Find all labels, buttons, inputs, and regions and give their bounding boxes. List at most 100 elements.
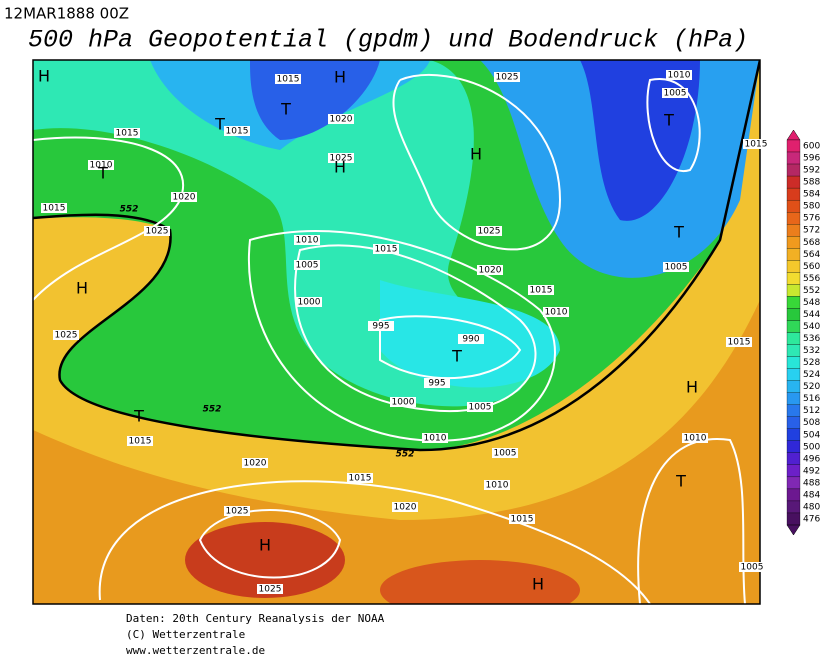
colorbar-swatch xyxy=(786,416,801,429)
colorbar-label: 520 xyxy=(803,382,820,392)
colorbar-label: 540 xyxy=(803,322,820,332)
isobar-label: 1005 xyxy=(741,563,764,573)
date: 12MAR1888 00Z xyxy=(4,5,129,23)
colorbar-swatch xyxy=(786,284,801,297)
contour-label: 552 xyxy=(396,450,415,460)
colorbar-label: 504 xyxy=(803,430,820,440)
pressure-center: H xyxy=(470,145,482,164)
isobar-label-bg xyxy=(492,448,518,458)
pressure-center: H xyxy=(334,68,346,87)
isobar-label: 1020 xyxy=(479,266,502,276)
colorbar-label: 576 xyxy=(803,214,820,224)
isobar-label: 1005 xyxy=(665,263,688,273)
isobar-label: 990 xyxy=(462,335,479,345)
isobar-label: 1015 xyxy=(530,286,553,296)
colorbar-swatch xyxy=(786,212,801,225)
colorbar: 600 596 592 588 584 580 576 572 568 564 560 556 552 5… xyxy=(786,129,820,536)
colorbar-swatch xyxy=(786,260,801,273)
isobar-label-bg xyxy=(368,321,394,331)
isobar-label-bg xyxy=(726,337,752,347)
colorbar-label: 524 xyxy=(803,370,820,380)
colorbar-swatch xyxy=(786,308,801,321)
isobar-label-bg xyxy=(41,203,67,213)
footer-line: www.wetterzentrale.de xyxy=(126,644,265,657)
isobar-label: 1025 xyxy=(478,227,501,237)
isobar-label: 1010 xyxy=(424,434,447,444)
colorbar-swatch xyxy=(786,476,801,490)
pressure-center: H xyxy=(76,279,88,298)
isobar-label-bg xyxy=(224,126,250,136)
isobar-label-bg xyxy=(144,226,170,236)
colorbar-swatch xyxy=(786,151,801,165)
colorbar-label: 556 xyxy=(803,274,820,284)
map-frame xyxy=(32,59,761,605)
isobar-label: 1020 xyxy=(173,193,196,203)
isobar-label-bg xyxy=(53,330,79,340)
colorbar-swatch xyxy=(786,440,801,453)
colorbar-label: 564 xyxy=(803,250,820,260)
pressure-center: T xyxy=(280,100,291,119)
isobar-label: 1010 xyxy=(486,481,509,491)
isobar-label: 1025 xyxy=(55,331,78,341)
colorbar-swatch xyxy=(786,187,801,201)
pressure-center: H xyxy=(334,158,346,177)
isobar-label: 1020 xyxy=(330,115,353,125)
isobar-label: 1005 xyxy=(664,89,687,99)
footer-line: (C) Wetterzentrale xyxy=(126,628,245,641)
colorbar-label: 512 xyxy=(803,406,820,416)
title: 500 hPa Geopotential (gpdm) und Bodendru… xyxy=(28,26,748,55)
colorbar-label: 596 xyxy=(803,154,820,164)
colorbar-swatch xyxy=(786,320,801,333)
isobar-label-bg xyxy=(390,397,416,407)
pressure-center: T xyxy=(214,115,225,134)
pressure-center: T xyxy=(133,407,144,426)
isobar-label: 1010 xyxy=(296,236,319,246)
colorbar-label: 508 xyxy=(803,418,820,428)
colorbar-label: 572 xyxy=(803,226,820,236)
isobar-label-bg xyxy=(224,506,250,516)
isobar-label-bg xyxy=(743,139,769,149)
colorbar-label: 496 xyxy=(803,454,820,464)
colorbar-label: 552 xyxy=(803,286,820,296)
colorbar-swatch xyxy=(786,500,801,514)
colorbar-swatch xyxy=(786,512,801,526)
isobar-label-bg xyxy=(424,378,450,388)
contour-label: 552 xyxy=(203,405,222,415)
colorbar-swatch xyxy=(786,344,801,357)
isobar-label: 1015 xyxy=(728,338,751,348)
isobar-label-bg xyxy=(666,70,692,80)
pressure-center: H xyxy=(38,67,50,86)
pressure-center: T xyxy=(97,164,108,183)
colorbar-swatch xyxy=(786,392,801,405)
isobar-label: 1015 xyxy=(745,140,768,150)
isobar-label-bg xyxy=(494,72,520,82)
isobar-label: 995 xyxy=(372,322,389,332)
isobar-label-bg xyxy=(739,562,765,572)
isobar-label-bg xyxy=(484,480,510,490)
colorbar-cap xyxy=(786,524,801,536)
colorbar-swatch xyxy=(786,380,801,393)
colorbar-swatch xyxy=(786,296,801,309)
isobar-label-bg xyxy=(543,307,569,317)
colorbar-label: 532 xyxy=(803,346,820,356)
isobar-label: 1005 xyxy=(494,449,517,459)
isobar-label: 1015 xyxy=(116,129,139,139)
isobar-label: 1000 xyxy=(392,398,415,408)
isobar-label-bg xyxy=(257,584,283,594)
isobar-label-bg xyxy=(294,260,320,270)
isobar-label: 1015 xyxy=(349,474,372,484)
isobar-label: 1010 xyxy=(684,434,707,444)
isobar-label: 1005 xyxy=(296,261,319,271)
isobar-label-bg xyxy=(663,262,689,272)
isobar-label-bg xyxy=(328,153,354,163)
colorbar-label: 516 xyxy=(803,394,820,404)
isobar-label: 1015 xyxy=(511,515,534,525)
pressure-center: H xyxy=(532,575,544,594)
colorbar-swatch xyxy=(786,356,801,369)
pressure-center: T xyxy=(675,472,686,491)
colorbar-label: 488 xyxy=(803,478,820,488)
colorbar-label: 592 xyxy=(803,166,820,176)
isobar-label-bg xyxy=(477,265,503,275)
isobar-label-bg xyxy=(392,502,418,512)
